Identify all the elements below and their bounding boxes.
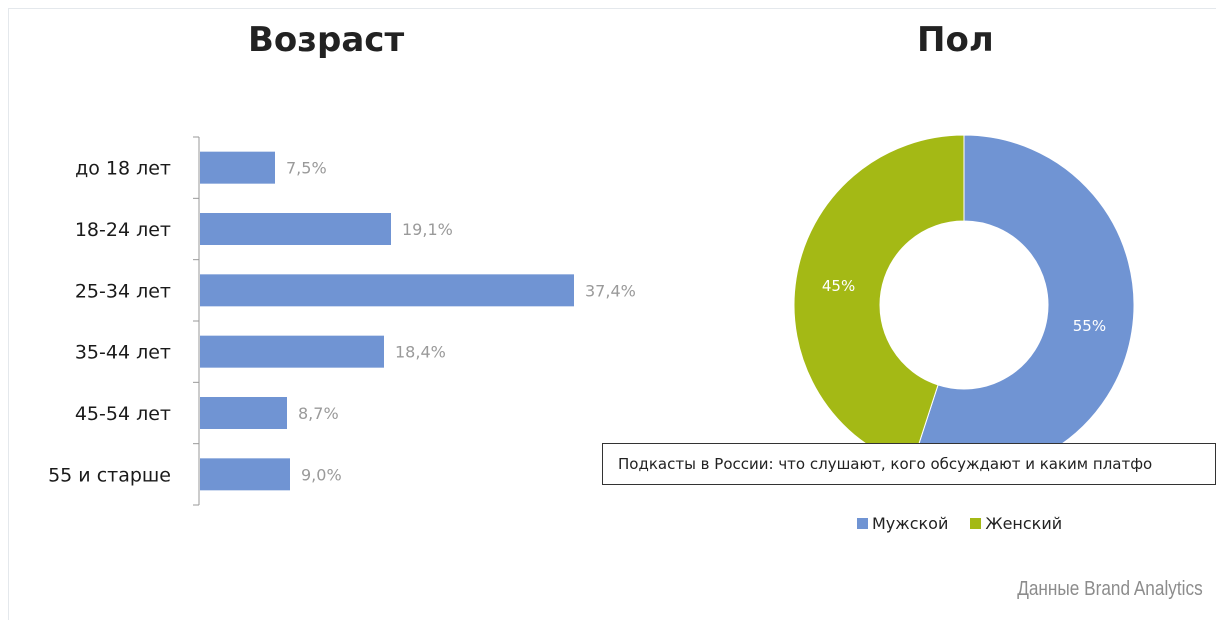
legend-item-female: Женский	[970, 514, 1062, 533]
slice-value-label: 55%	[1073, 317, 1106, 335]
age-chart-title: Возраст	[248, 20, 405, 60]
slice-value-label: 45%	[822, 277, 855, 295]
value-label: 7,5%	[286, 159, 327, 178]
value-label: 18,4%	[395, 343, 446, 362]
legend-swatch-female	[970, 517, 982, 529]
chart-frame	[8, 8, 1216, 620]
bar	[200, 213, 391, 245]
legend: Мужской Женский	[857, 512, 1084, 534]
category-label: 55 и старше	[48, 464, 171, 486]
category-label: 25-34 лет	[75, 280, 171, 302]
legend-swatch-male	[857, 517, 868, 529]
value-label: 8,7%	[298, 404, 339, 423]
category-label: до 18 лет	[75, 158, 171, 180]
tooltip: Подкасты в России: что слушают, кого обс…	[602, 443, 1216, 485]
legend-label-female: Женский	[985, 513, 1063, 533]
gender-donut-chart: 55% 45%	[793, 134, 1135, 450]
legend-item-male: Мужской	[857, 514, 948, 533]
bar	[200, 274, 574, 307]
bar	[200, 397, 287, 429]
category-label: 35-44 лет	[75, 342, 171, 364]
source-label: Данные Brand Analytics	[1017, 578, 1203, 600]
age-bar-chart: до 18 лет 7,5% 18-24 лет 19,1% 25-34 лет 37,4…	[48, 136, 636, 506]
value-label: 37,4%	[585, 281, 636, 300]
gender-chart-title: Пол	[917, 20, 994, 60]
value-label: 9,0%	[301, 465, 342, 484]
bar	[200, 335, 384, 368]
bar	[200, 458, 290, 491]
donut-slice	[793, 134, 965, 450]
donut-slice	[916, 134, 1135, 450]
category-label: 18-24 лет	[75, 219, 171, 241]
bar	[200, 151, 275, 184]
legend-label-male: Мужской	[872, 513, 949, 533]
value-label: 19,1%	[402, 220, 453, 239]
category-label: 45-54 лет	[75, 403, 171, 425]
